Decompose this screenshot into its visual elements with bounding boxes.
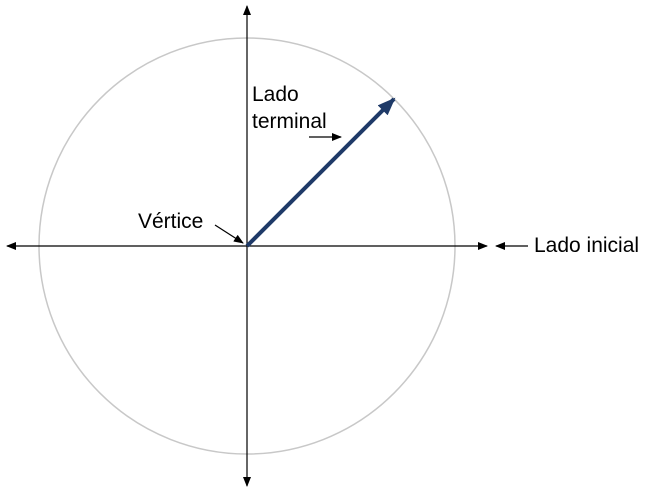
terminal-label-line2: terminal	[252, 110, 327, 133]
terminal-label-line1: Lado	[252, 83, 299, 106]
vertex-label: Vértice	[138, 210, 203, 233]
terminal-side-arrow	[245, 97, 396, 248]
initial-label: Lado inicial	[534, 234, 639, 257]
vertex-pointer-arrow	[214, 224, 244, 244]
